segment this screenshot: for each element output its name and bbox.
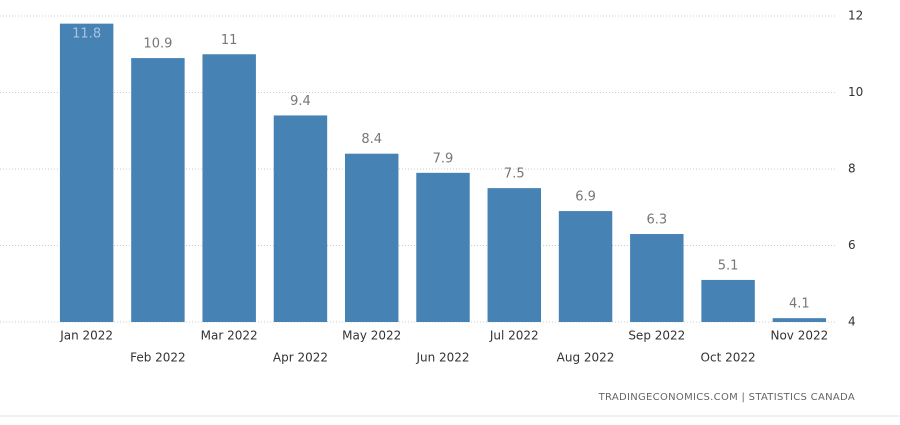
bar	[630, 234, 684, 322]
value-label: 7.9	[433, 151, 454, 166]
x-tick-label: Sep 2022	[628, 329, 685, 343]
bar	[772, 318, 827, 322]
source: TRADINGECONOMICS.COM | STATISTICS CANADA	[598, 392, 855, 403]
bar	[59, 23, 114, 323]
x-tick-label: Apr 2022	[273, 351, 328, 365]
bar	[202, 54, 256, 322]
bar	[487, 188, 541, 322]
y-tick-label: 8	[848, 162, 856, 176]
bar	[701, 279, 755, 322]
x-tick-label: May 2022	[342, 329, 401, 343]
value-label: 10.9	[143, 37, 172, 52]
value-label: 6.9	[575, 190, 596, 205]
x-tick-label: Oct 2022	[701, 351, 756, 365]
x-tick-label: Nov 2022	[770, 329, 828, 343]
bar	[416, 172, 470, 322]
y-tick-label: 12	[848, 9, 863, 23]
value-label: 7.5	[504, 167, 525, 182]
y-tick-label: 4	[848, 315, 856, 329]
value-label: 9.4	[290, 94, 311, 109]
value-label: 6.3	[646, 213, 667, 228]
value-label: 8.4	[361, 132, 382, 147]
x-tick-label: Jan 2022	[59, 329, 113, 343]
bar	[558, 211, 613, 322]
x-tick-label: Aug 2022	[557, 351, 615, 365]
bar	[345, 153, 399, 322]
bar	[131, 58, 185, 322]
value-label: 11.8	[72, 27, 101, 42]
x-tick-label: Mar 2022	[201, 329, 258, 343]
y-tick-label: 6	[848, 238, 856, 252]
x-tick-label: Jun 2022	[415, 351, 469, 365]
value-label: 11	[221, 33, 238, 48]
value-label: 5.1	[718, 258, 739, 273]
y-tick-label: 10	[848, 85, 863, 99]
x-tick-label: Feb 2022	[130, 351, 186, 365]
value-label: 4.1	[789, 297, 810, 312]
x-tick-label: Jul 2022	[489, 329, 539, 343]
bar	[273, 115, 328, 322]
